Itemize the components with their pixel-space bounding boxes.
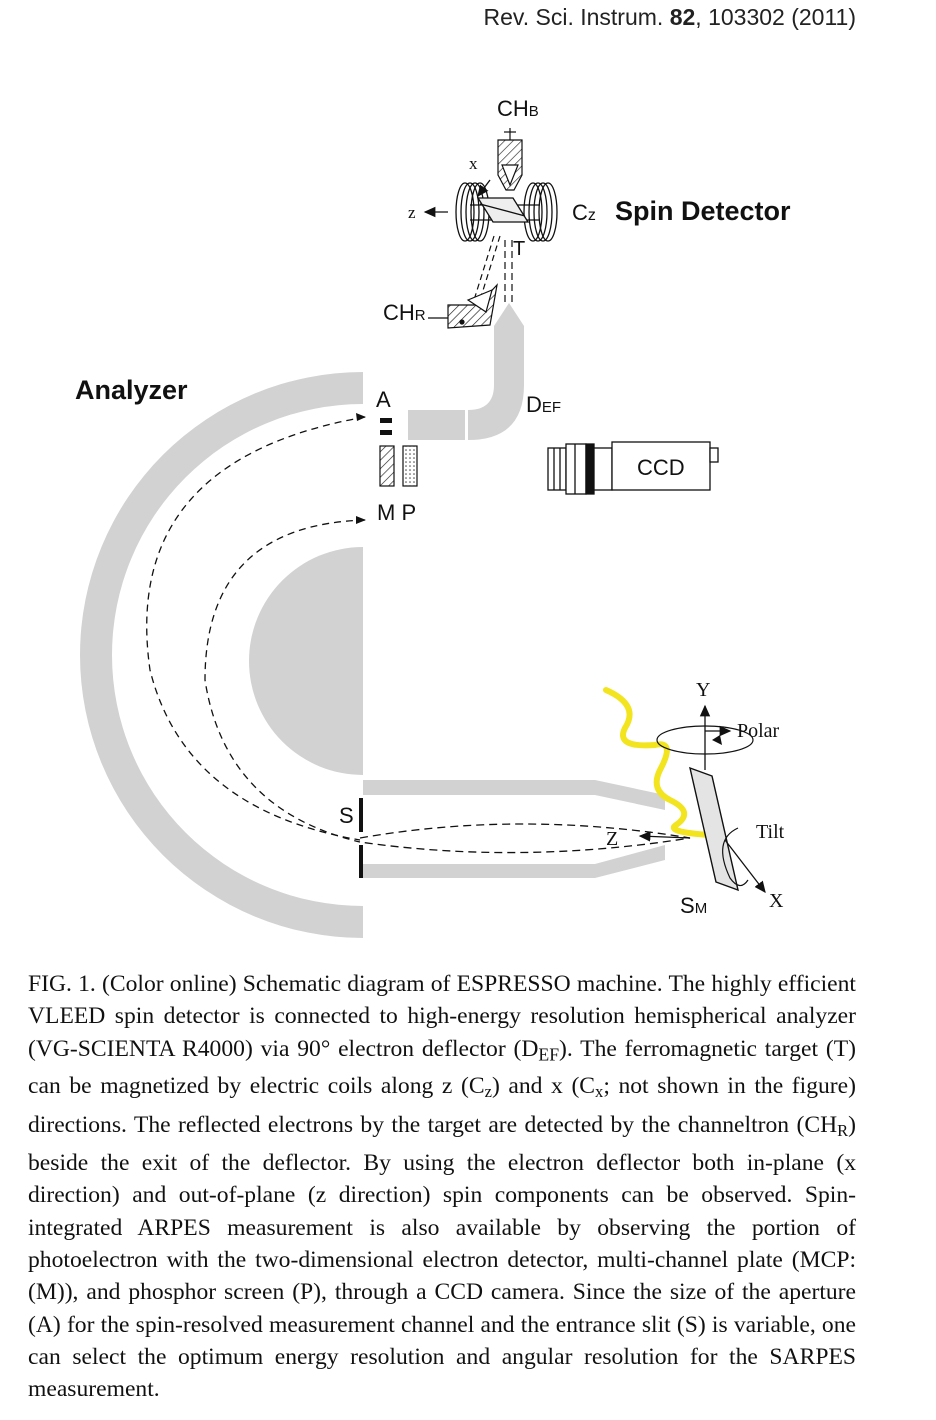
caption-sub-x: x — [595, 1082, 604, 1102]
analyzer-trajectory-inner — [204, 519, 366, 843]
label-cz: Cz — [572, 200, 596, 225]
label-sm: SM — [680, 893, 707, 918]
arrow-head-lower — [356, 516, 366, 524]
label-y-axis: Y — [696, 679, 710, 701]
journal-volume: 82 — [669, 4, 696, 30]
sample-stage — [603, 687, 766, 894]
analyzer-inner-hemisphere — [249, 547, 363, 775]
arrow-head-upper — [356, 413, 366, 421]
analyzer — [80, 372, 366, 938]
analyzer-outer-shell — [80, 372, 363, 938]
caption-text-2: ). The ferromagnetic target (T) can be m… — [28, 1035, 856, 1100]
lens-tube — [359, 780, 691, 878]
label-chr: CHR — [383, 300, 426, 325]
label-x-axis: X — [769, 890, 784, 912]
label-aperture: A — [376, 387, 391, 412]
label-slit: S — [339, 803, 354, 828]
journal-article: , 103302 (2011) — [695, 4, 856, 30]
caption-sub-z: z — [484, 1082, 492, 1102]
espresso-schematic-figure: CHB x z Cz Spin Detector T CHR Analyzer … — [75, 96, 791, 938]
deflector — [408, 303, 524, 440]
label-mp: M P — [377, 500, 416, 525]
caption-sub-r: R — [837, 1120, 849, 1140]
label-tilt: Tilt — [756, 821, 785, 843]
label-z-axis: Z — [606, 828, 618, 850]
caption-sub-def: EF — [538, 1044, 560, 1065]
lens-trajectory — [359, 823, 691, 854]
journal-name: Rev. Sci. Instrum. — [483, 4, 664, 30]
label-analyzer: Analyzer — [75, 375, 188, 405]
channeltron-b — [497, 128, 523, 191]
label-spin-detector: Spin Detector — [615, 196, 791, 226]
journal-header: Rev. Sci. Instrum. 82, 103302 (2011) — [484, 4, 856, 31]
caption-text-1: FIG. 1. (Color online) Schematic diagram… — [28, 971, 856, 1062]
electron-paths — [473, 235, 513, 302]
label-polar: Polar — [737, 720, 780, 742]
caption-text-3: ) and x (C — [491, 1073, 596, 1100]
figure-caption: FIG. 1. (Color online) Schematic diagram… — [28, 968, 856, 1406]
channeltron-r — [428, 283, 498, 329]
aperture-detector — [379, 418, 418, 487]
label-chb: CHB — [497, 96, 539, 121]
label-target: T — [513, 238, 525, 260]
photon-beam — [603, 687, 713, 838]
mcp — [379, 445, 395, 487]
label-ccd: CCD — [637, 455, 685, 480]
analyzer-trajectory-outer — [146, 416, 366, 841]
caption-text-5: ) beside the exit of the deflector. By u… — [28, 1111, 856, 1403]
caption-text-4: ; not shown in the figure) directions. T… — [28, 1073, 856, 1138]
sample — [689, 766, 739, 892]
spin-detector — [423, 179, 558, 242]
phosphor-screen — [402, 445, 418, 487]
label-z-small: z — [408, 203, 416, 222]
label-deflector: DEF — [526, 392, 561, 417]
label-x-small: x — [469, 154, 478, 173]
ccd-camera — [547, 441, 719, 495]
